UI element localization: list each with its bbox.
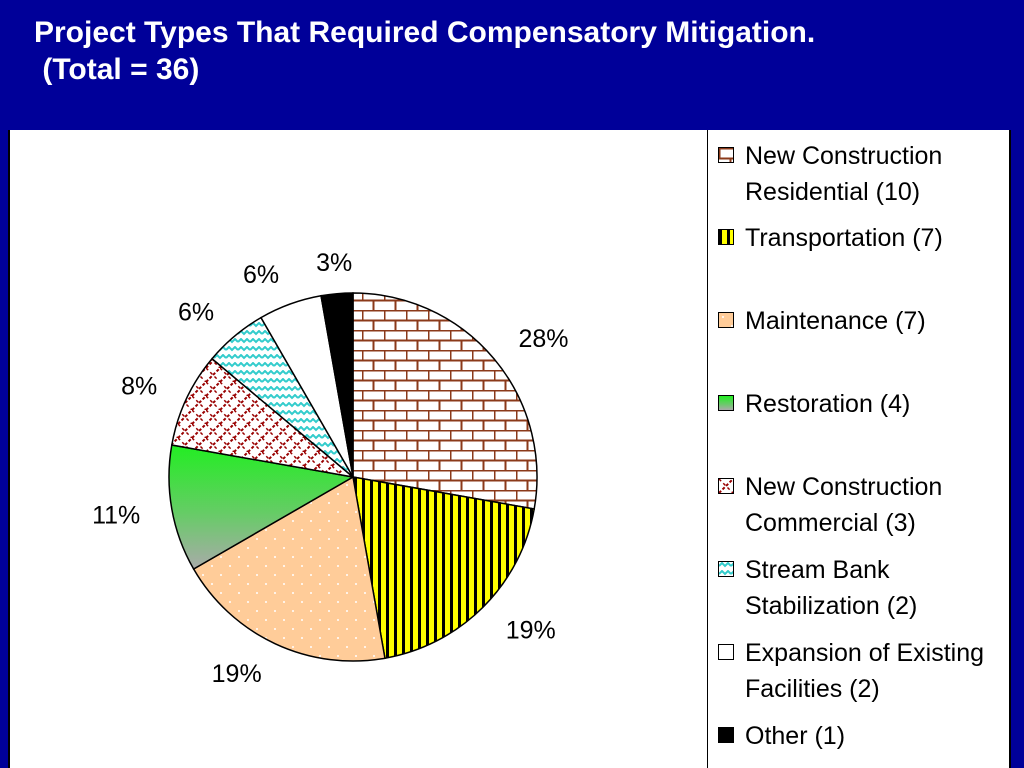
legend-item: Maintenance (7): [718, 303, 1009, 339]
pie-slice-7: [320, 292, 354, 478]
legend-swatch: [718, 727, 734, 743]
slice-percent-label: 19%: [212, 660, 262, 688]
legend-label: New Construction Commercial (3): [745, 473, 943, 537]
legend-swatch: [718, 229, 734, 245]
slice-percent-label: 3%: [316, 249, 352, 277]
legend-item: New Construction Residential (10): [718, 138, 1009, 210]
pie-slice-0: [352, 292, 538, 510]
pie-slice-2: [192, 475, 386, 662]
legend-item: Transportation (7): [718, 220, 1009, 256]
legend-item: New Construction Commercial (3): [718, 469, 1009, 541]
slice-percent-label: 19%: [506, 617, 556, 645]
legend-label: Other (1): [745, 722, 846, 750]
slice-percent-label: 11%: [92, 502, 140, 530]
legend-swatch: [718, 147, 734, 163]
slice-percent-label: 6%: [243, 261, 279, 289]
legend-label: New Construction Residential (10): [745, 142, 943, 206]
pie-slice-1: [352, 476, 536, 660]
legend-swatch: [718, 561, 734, 577]
legend-label: Stream Bank Stabilization (2): [745, 556, 918, 620]
legend-item: Expansion of Existing Facilities (2): [718, 635, 1009, 707]
legend-label: Maintenance (7): [745, 307, 926, 335]
legend-swatch: [718, 644, 734, 660]
legend-label: Expansion of Existing Facilities (2): [745, 639, 985, 703]
slice-percent-label: 6%: [178, 299, 214, 327]
slice-percent-label: 8%: [121, 373, 157, 401]
legend-label: Transportation (7): [745, 224, 943, 252]
slice-percent-label: 28%: [518, 325, 568, 353]
legend-label: Restoration (4): [745, 390, 911, 418]
chart-legend: New Construction Residential (10): [707, 130, 1009, 768]
chart-panel: 28% 19% 19% 11% 8% 6% 6% 3%: [8, 130, 1011, 768]
legend-swatch: [718, 395, 734, 411]
legend-item: Other (1): [718, 718, 1009, 754]
pie-slice-4: [170, 357, 356, 479]
legend-item: Stream Bank Stabilization (2): [718, 552, 1009, 624]
pie-chart: 28% 19% 19% 11% 8% 6% 6% 3%: [92, 249, 568, 688]
legend-swatch: [718, 478, 734, 494]
pie-slice-3: [168, 444, 356, 571]
legend-item: Restoration (4): [718, 386, 1009, 422]
legend-swatch: [718, 312, 734, 328]
slide-title: Project Types That Required Compensatory…: [34, 16, 816, 86]
